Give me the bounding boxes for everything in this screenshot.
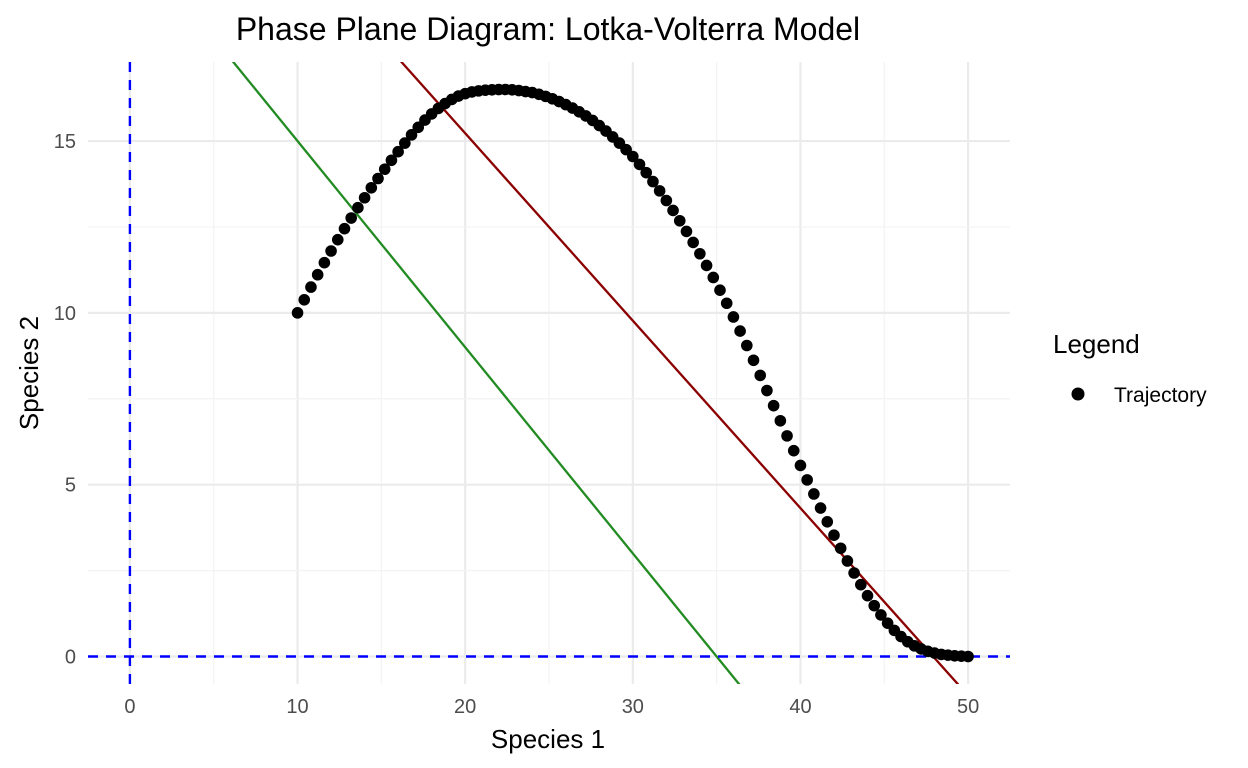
trajectory-point-67 — [741, 339, 753, 352]
trajectory-point-72 — [774, 414, 787, 427]
trajectory-point-73 — [781, 430, 793, 442]
trajectory-point-52 — [640, 166, 653, 179]
trajectory-point-9 — [352, 201, 364, 214]
y-tick-label-0: 0 — [65, 647, 76, 669]
trajectory-point-53 — [647, 175, 659, 188]
trajectory-point-0 — [291, 307, 304, 319]
trajectory-point-11 — [365, 181, 378, 194]
trajectory-point-15 — [392, 145, 404, 158]
trajectory-point-6 — [331, 233, 344, 246]
trajectory-point-83 — [848, 567, 860, 579]
trajectory-point-58 — [680, 225, 693, 238]
trajectory-point-77 — [808, 488, 820, 500]
trajectory-point-66 — [734, 325, 746, 337]
trajectory-point-81 — [834, 542, 847, 555]
legend-title: Legend — [1053, 329, 1140, 359]
trajectory-point-80 — [828, 529, 840, 542]
trajectory-point-13 — [378, 163, 391, 176]
trajectory-point-17 — [405, 129, 418, 141]
trajectory-point-12 — [372, 172, 384, 185]
trajectory-point-51 — [633, 158, 646, 171]
trajectory-point-84 — [855, 578, 867, 591]
trajectory-point-50 — [627, 150, 639, 163]
trajectory-point-60 — [694, 247, 706, 260]
trajectory-point-62 — [707, 271, 720, 284]
x-tick-label-0: 0 — [124, 696, 135, 718]
y-tick-label-10: 10 — [54, 303, 76, 325]
trajectory-point-70 — [761, 384, 773, 397]
trajectory-point-8 — [345, 212, 357, 224]
x-tick-label-30: 30 — [622, 696, 644, 718]
isocline-line-1 — [231, 62, 741, 684]
trajectory-point-68 — [747, 354, 760, 367]
x-tick-label-10: 10 — [286, 696, 308, 718]
trajectory-point-63 — [714, 284, 726, 296]
trajectory-point-2 — [305, 281, 317, 293]
trajectory-point-59 — [687, 236, 699, 249]
legend-trajectory-label: Trajectory — [1114, 384, 1207, 407]
x-axis-title: Species 1 — [491, 724, 605, 754]
trajectory-point-55 — [660, 194, 673, 207]
trajectory-point-64 — [720, 297, 733, 310]
trajectory-point-82 — [841, 555, 854, 567]
trajectory-point-54 — [653, 185, 666, 197]
tick-layer: 0 10 20 30 40 50 0 5 10 15 — [54, 131, 979, 718]
trajectory-point-76 — [801, 474, 813, 486]
trajectory-point-65 — [727, 311, 740, 323]
grid-layer — [88, 62, 1010, 684]
legend: Legend Trajectory — [1053, 329, 1207, 407]
trajectory-point-1 — [298, 294, 311, 306]
trajectory-point-16 — [399, 137, 411, 149]
x-tick-label-50: 50 — [957, 696, 979, 718]
trajectory-point-74 — [787, 444, 800, 457]
trajectory-point-78 — [814, 502, 827, 514]
x-tick-label-20: 20 — [454, 696, 476, 718]
point-layer — [291, 83, 974, 663]
trajectory-point-56 — [667, 204, 679, 217]
trajectory-point-10 — [358, 191, 371, 204]
chart-title: Phase Plane Diagram: Lotka-Volterra Mode… — [236, 11, 860, 47]
trajectory-point-87 — [875, 609, 887, 621]
trajectory-point-5 — [325, 245, 337, 257]
x-tick-label-40: 40 — [789, 696, 811, 718]
trajectory-point-86 — [868, 599, 881, 612]
trajectory-point-61 — [700, 259, 713, 272]
y-tick-label-15: 15 — [54, 131, 76, 153]
trajectory-point-71 — [767, 399, 780, 412]
trajectory-point-14 — [385, 154, 398, 167]
trajectory-point-79 — [821, 515, 834, 528]
trajectory-point-57 — [673, 214, 686, 227]
y-tick-label-5: 5 — [65, 475, 76, 497]
trajectory-point-7 — [338, 222, 351, 235]
trajectory-point-3 — [311, 268, 324, 281]
trajectory-point-85 — [861, 589, 874, 602]
trajectory-point-100 — [962, 650, 974, 663]
trajectory-point-69 — [754, 369, 767, 382]
trajectory-point-4 — [318, 256, 331, 269]
trajectory-point-75 — [794, 459, 807, 472]
y-axis-title: Species 2 — [14, 316, 44, 430]
legend-trajectory-marker — [1071, 387, 1085, 401]
